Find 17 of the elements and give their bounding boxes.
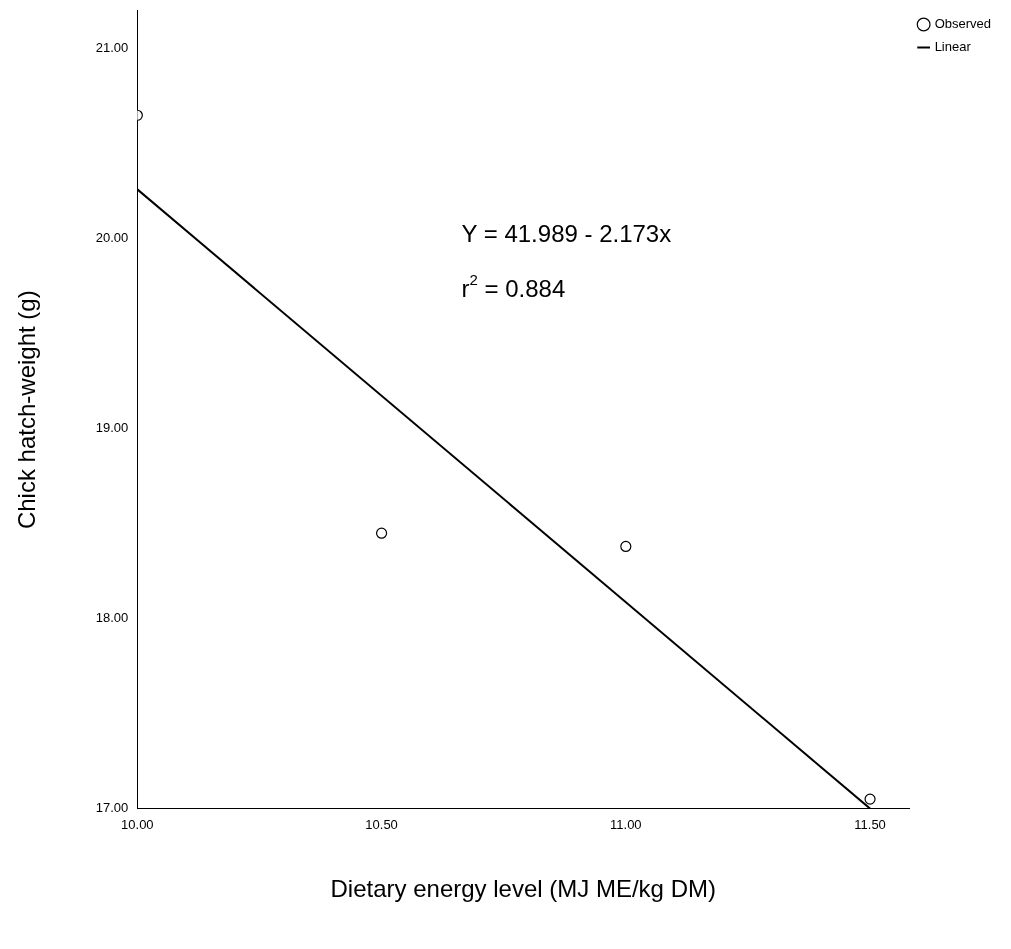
x-tick-label: 10.50: [365, 816, 398, 832]
y-tick-label: 21.00: [95, 40, 129, 56]
point: [375, 527, 388, 539]
point: [620, 540, 632, 553]
y-axis-title: Chick hatch-weight (g): [13, 290, 41, 530]
point: [864, 793, 876, 805]
y-tick-label: 17.00: [95, 800, 129, 816]
x-tick-label: 11.00: [610, 816, 642, 832]
x-tick-label: 11.50: [854, 816, 886, 832]
x-axis-title: Dietary energy level (MJ ME/kg DM): [330, 875, 716, 903]
x-tick-label: 10.00: [121, 816, 154, 832]
y-tick-label: 20.00: [95, 230, 129, 246]
y-tick-label: 19.00: [95, 420, 129, 436]
annotation: Y = 41.989 - 2.173x: [461, 220, 672, 248]
legend-label: Linear: [934, 39, 972, 55]
legend-label: Observed: [934, 16, 992, 32]
y-tick-label: 18.00: [95, 610, 129, 626]
